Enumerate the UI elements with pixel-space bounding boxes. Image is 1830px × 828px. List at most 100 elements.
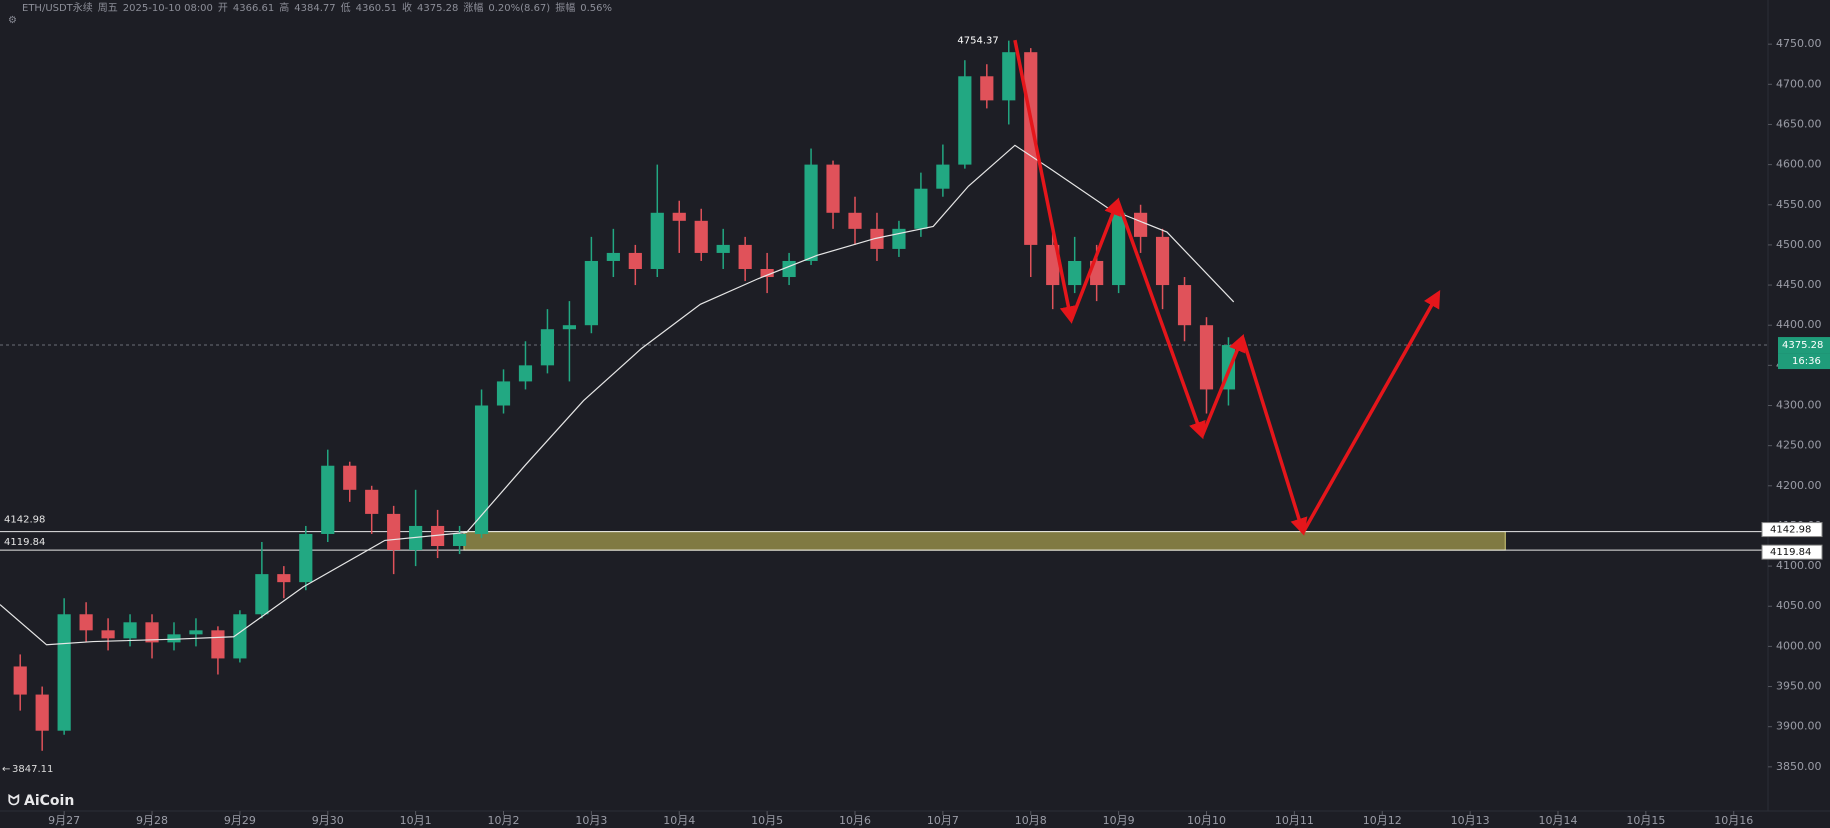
header-item: 0.20%(8.67)	[488, 3, 550, 14]
y-tick-label: 4200.00	[1776, 479, 1822, 492]
y-tick-label: 3900.00	[1776, 720, 1822, 733]
x-tick-label: 10月4	[663, 814, 695, 827]
candle-body	[189, 630, 203, 635]
header-item: 2025-10-10 08:00	[123, 3, 213, 14]
candle-body	[452, 533, 467, 547]
header-item: 4384.77	[294, 3, 335, 14]
x-tick-label: 9月28	[136, 814, 168, 827]
candle-body	[958, 76, 972, 165]
header-item: 高	[279, 1, 289, 14]
candle-body	[936, 164, 950, 189]
candle-body	[409, 525, 423, 551]
candle-body	[343, 465, 357, 490]
offscreen-low: 3847.11	[12, 764, 53, 775]
x-tick-label: 10月13	[1451, 814, 1490, 827]
y-tick-label: 4100.00	[1776, 559, 1822, 572]
x-tick-label: 10月10	[1187, 814, 1226, 827]
y-tick-label: 4750.00	[1776, 37, 1822, 50]
drawing-arrow	[1069, 197, 1121, 322]
candle-body	[980, 76, 994, 101]
candle-body	[1177, 285, 1192, 326]
level-tag-label: 4142.98	[1770, 525, 1811, 536]
candle-body	[716, 244, 730, 253]
header-item: 涨幅	[463, 1, 483, 14]
candle-body	[1068, 260, 1082, 286]
candle-body	[540, 329, 555, 366]
candle-body	[299, 533, 313, 583]
y-tick-label: 4000.00	[1776, 639, 1822, 652]
y-tick-label: 4500.00	[1776, 238, 1822, 251]
y-tick-label: 4600.00	[1776, 158, 1822, 171]
x-tick-label: 10月12	[1363, 814, 1402, 827]
header-item: 0.56%	[580, 3, 612, 14]
x-tick-label: 10月11	[1275, 814, 1314, 827]
drawing-arrow	[1013, 39, 1077, 324]
header-item: ETH/USDT永续	[22, 1, 93, 14]
x-tick-label: 9月27	[48, 814, 80, 827]
y-tick-label: 4300.00	[1776, 399, 1822, 412]
candle-body	[1199, 325, 1214, 390]
candle-body	[167, 634, 181, 643]
y-tick-label: 4650.00	[1776, 117, 1822, 130]
y-tick-label: 3850.00	[1776, 760, 1822, 773]
y-tick-label: 4550.00	[1776, 198, 1822, 211]
candle-body	[650, 212, 664, 269]
x-tick-label: 10月3	[575, 814, 607, 827]
y-tick-label: 3950.00	[1776, 680, 1822, 693]
candle-body	[321, 465, 335, 534]
candle-body	[672, 212, 686, 221]
level-tag-label: 4119.84	[1770, 547, 1811, 558]
candle-body	[431, 525, 445, 547]
candle-body	[255, 574, 269, 615]
level-tag	[1761, 522, 1823, 538]
candle-body	[760, 268, 774, 278]
header-item: 4375.28	[417, 3, 458, 14]
x-tick-label: 10月14	[1538, 814, 1577, 827]
candle-body	[13, 666, 27, 695]
candle-body	[233, 614, 247, 659]
header-item: 开	[218, 3, 228, 14]
candle-body	[518, 365, 533, 382]
y-tick-label: 4450.00	[1776, 278, 1822, 291]
x-tick-label: 9月29	[224, 814, 256, 827]
drawing-arrow	[1116, 200, 1206, 440]
header-item: 周五	[98, 2, 118, 14]
candle-body	[57, 614, 71, 731]
x-tick-label: 10月15	[1626, 814, 1665, 827]
candle-body	[1002, 52, 1016, 101]
candle-body	[606, 252, 620, 261]
last-price-tag	[1778, 337, 1830, 354]
x-tick-label: 10月9	[1103, 814, 1135, 827]
settings-icon[interactable]: ⚙	[8, 15, 17, 26]
header-item: 收	[402, 1, 412, 14]
candle-body	[628, 252, 642, 269]
drawing-arrow	[1200, 334, 1246, 437]
candle-body	[914, 188, 928, 229]
logo-icon: ᗢ	[8, 793, 20, 809]
y-tick-label: 4700.00	[1776, 77, 1822, 90]
x-tick-label: 10月2	[488, 814, 520, 827]
header-item: 低	[341, 1, 351, 14]
y-tick-label: 4400.00	[1776, 318, 1822, 331]
candle-body	[79, 614, 93, 631]
drawing-arrow	[1301, 290, 1441, 534]
candle-body	[584, 260, 598, 326]
header-item: 振幅	[555, 1, 575, 14]
high-label: 4754.37	[957, 36, 998, 47]
candle-body	[211, 630, 225, 659]
zone	[463, 531, 1506, 551]
candle-body	[365, 489, 379, 514]
candle-body	[1155, 236, 1170, 286]
header: ETH/USDT永续 周五 2025-10-10 08:00 开 4366.61 高 438…	[22, 1, 612, 14]
x-tick-label: 10月1	[400, 814, 432, 827]
y-tick-label: 4250.00	[1776, 439, 1822, 452]
x-tick-label: 10月16	[1714, 814, 1753, 827]
candle-body	[826, 164, 840, 213]
level-tag	[1761, 544, 1823, 560]
logo: AiCoin	[24, 793, 74, 809]
candle-body	[1133, 212, 1148, 237]
candle-body	[145, 622, 159, 643]
candle-body	[496, 381, 511, 406]
